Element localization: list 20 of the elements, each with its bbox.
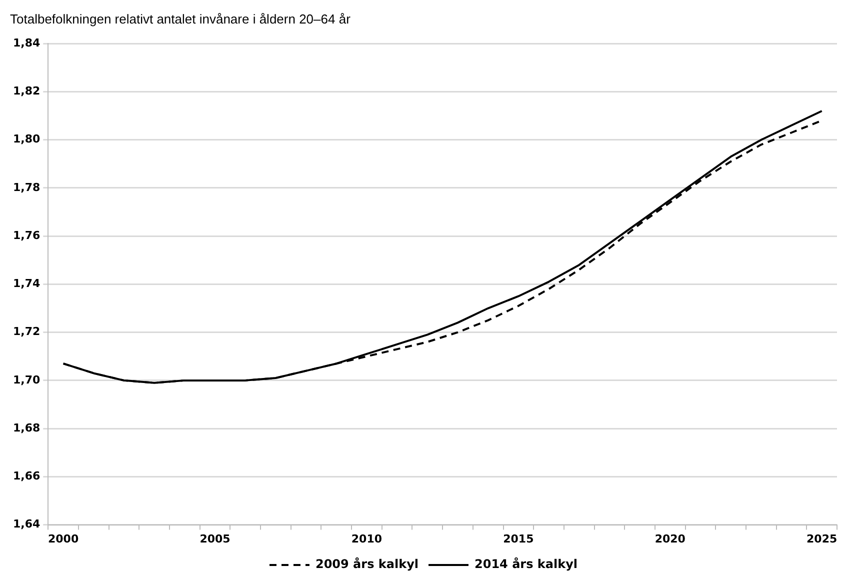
y-tick-label: 1,84 bbox=[13, 36, 40, 50]
y-tick-label: 1,68 bbox=[13, 421, 40, 434]
legend-label: 2009 års kalkyl bbox=[315, 557, 419, 572]
x-tick-label: 2020 bbox=[654, 532, 686, 546]
y-tick-label: 1,76 bbox=[13, 228, 40, 242]
legend-label: 2014 års kalkyl bbox=[474, 557, 578, 572]
x-tick-label: 2015 bbox=[503, 532, 534, 546]
x-tick-label: 2010 bbox=[351, 532, 382, 546]
y-tick-label: 1,64 bbox=[13, 518, 40, 531]
y-tick-label: 1,70 bbox=[13, 373, 40, 386]
y-tick-label: 1,72 bbox=[13, 325, 40, 338]
x-tick-label: 2005 bbox=[200, 532, 230, 546]
y-tick-label: 1,82 bbox=[13, 84, 40, 98]
y-tick-label: 1,78 bbox=[13, 180, 40, 194]
x-tick-label: 2025 bbox=[806, 532, 838, 546]
y-tick-label: 1,66 bbox=[13, 470, 40, 483]
y-tick-label: 1,74 bbox=[13, 277, 40, 290]
y-tick-label: 1,80 bbox=[13, 132, 40, 146]
x-tick-label: 2000 bbox=[48, 532, 79, 546]
chart-title: Totalbefolkningen relativt antalet invånare i åldern 20–64 år bbox=[10, 11, 352, 26]
